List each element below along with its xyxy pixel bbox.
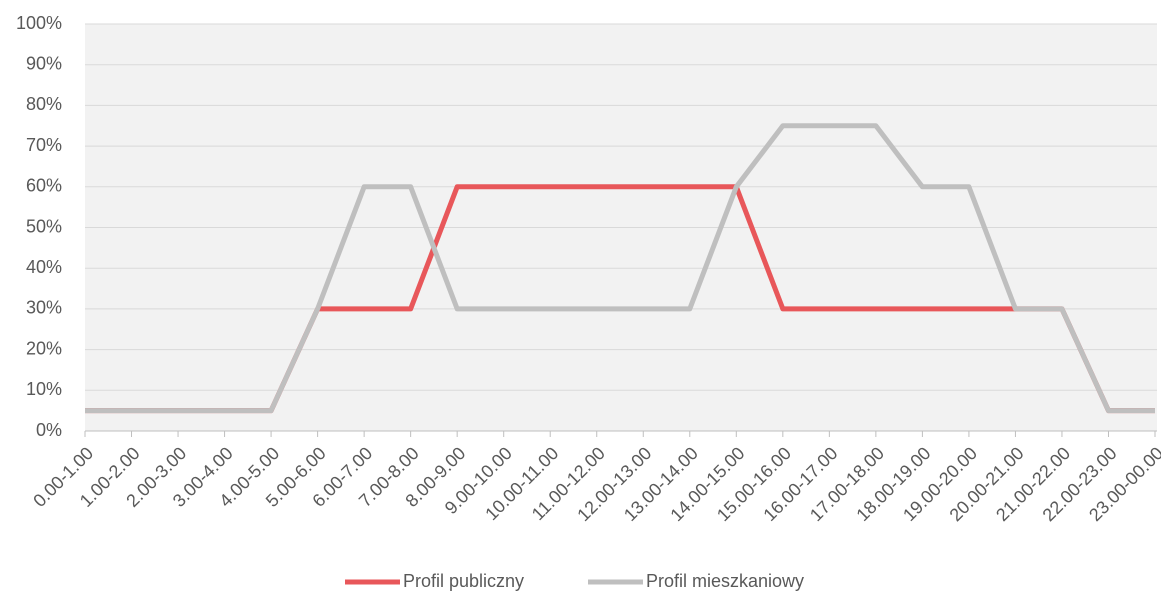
y-tick-label: 70% — [26, 135, 62, 155]
y-tick-label: 10% — [26, 379, 62, 399]
y-tick-label: 50% — [26, 216, 62, 236]
y-tick-label: 0% — [36, 420, 62, 440]
series-line — [85, 123, 1155, 414]
y-tick-label: 80% — [26, 94, 62, 114]
y-tick-label: 100% — [16, 13, 62, 33]
y-tick-label: 60% — [26, 176, 62, 196]
y-tick-label: 20% — [26, 338, 62, 358]
y-tick-label: 30% — [26, 298, 62, 318]
y-tick-label: 40% — [26, 257, 62, 277]
y-tick-label: 90% — [26, 53, 62, 73]
legend-label: Profil mieszkaniowy — [646, 571, 804, 591]
legend-label: Profil publiczny — [403, 571, 524, 591]
